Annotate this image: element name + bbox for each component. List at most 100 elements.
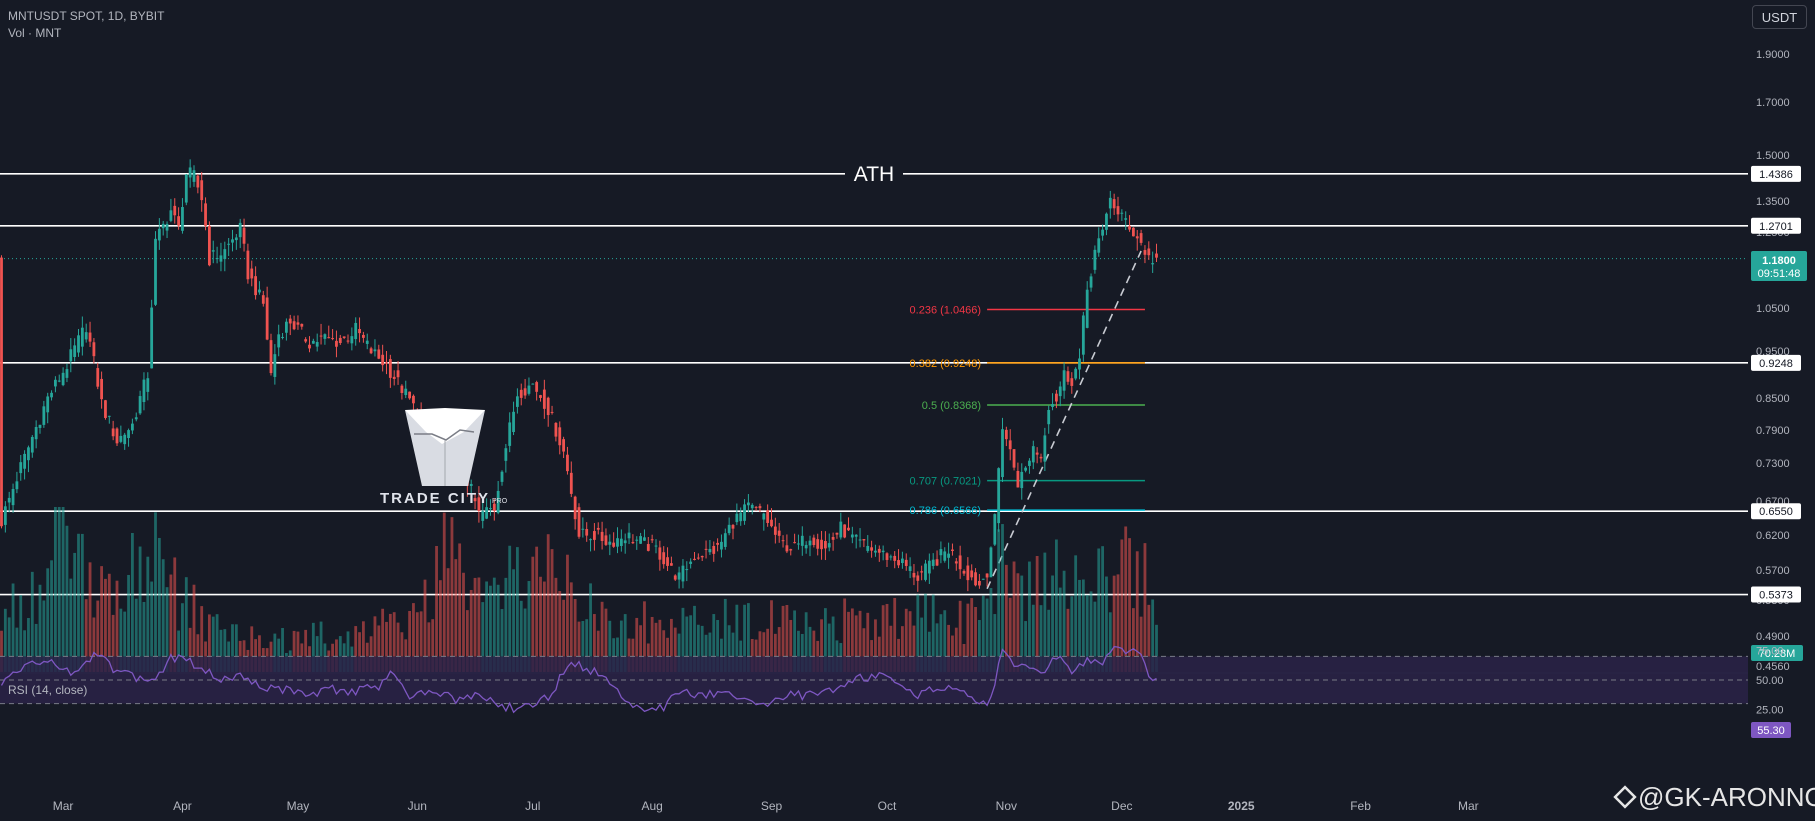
candle xyxy=(0,257,3,527)
volume-bar xyxy=(254,639,257,672)
volume-bar xyxy=(504,577,508,672)
candle xyxy=(546,397,550,416)
level-price-tag-label: 0.5373 xyxy=(1759,590,1793,602)
volume-bar xyxy=(901,626,904,672)
volume-bar xyxy=(608,620,612,672)
volume-bar xyxy=(589,583,592,672)
volume-bar xyxy=(208,614,211,672)
time-tick: Oct xyxy=(878,799,897,813)
volume-bar xyxy=(292,630,296,672)
rsi-label[interactable]: RSI (14, close) xyxy=(8,683,88,697)
volume-bar xyxy=(3,608,7,672)
candle xyxy=(111,428,115,437)
candle xyxy=(874,550,877,553)
candle xyxy=(1078,358,1081,370)
volume-bar xyxy=(585,619,589,672)
volume-bar xyxy=(766,628,770,672)
volume-bar xyxy=(354,626,358,672)
candle xyxy=(80,327,84,347)
volume-bar xyxy=(412,603,415,672)
candle xyxy=(716,542,719,545)
candle xyxy=(369,348,373,354)
candle xyxy=(593,531,596,540)
candle xyxy=(377,349,381,359)
rsi-tick: 50.00 xyxy=(1756,675,1784,687)
candle xyxy=(1051,404,1054,407)
volume-bar xyxy=(881,605,885,672)
time-tick: Sep xyxy=(761,799,783,813)
volume-bar xyxy=(797,630,800,672)
volume-bar xyxy=(61,507,65,672)
current-price-label: 1.1800 xyxy=(1762,255,1796,267)
volume-bar xyxy=(1108,612,1112,672)
rsi-pane xyxy=(0,645,1748,714)
countdown-label: 09:51:48 xyxy=(1758,268,1801,280)
candle xyxy=(516,396,519,407)
candle xyxy=(1020,471,1024,489)
volume-bar xyxy=(1031,604,1035,672)
currency-button[interactable]: USDT xyxy=(1752,5,1807,29)
rsi-value-label: 55.30 xyxy=(1757,725,1785,737)
volume-bar xyxy=(23,630,26,672)
volume-bar xyxy=(404,639,408,672)
symbol-line[interactable]: MNTUSDT SPOT, 1D, BYBIT xyxy=(8,9,165,23)
candle xyxy=(127,430,130,439)
time-tick: 2025 xyxy=(1228,799,1255,813)
volume-bar xyxy=(181,603,184,672)
volume-bar xyxy=(639,625,642,672)
candle xyxy=(1012,449,1016,468)
volume-bar xyxy=(793,610,796,672)
volume-bar xyxy=(1116,574,1120,672)
time-tick: Feb xyxy=(1350,799,1371,813)
volume-bar xyxy=(115,580,119,672)
candle xyxy=(862,539,866,541)
candle xyxy=(958,555,962,570)
volume-bar xyxy=(1132,608,1135,672)
volume-bar xyxy=(388,613,392,672)
volume-bar xyxy=(723,598,727,672)
candle xyxy=(15,481,19,490)
volume-bar xyxy=(619,620,623,672)
candle xyxy=(531,383,535,385)
candle xyxy=(1039,456,1043,459)
candle xyxy=(96,368,100,387)
candle xyxy=(292,321,296,330)
candle xyxy=(385,362,388,364)
candle xyxy=(831,536,835,540)
time-tick: Nov xyxy=(996,799,1017,813)
candle xyxy=(288,318,292,324)
candle xyxy=(319,335,323,337)
candle xyxy=(654,545,658,547)
volume-bar xyxy=(54,507,57,672)
volume-bar xyxy=(877,636,881,672)
volume-bar xyxy=(1112,575,1116,672)
author-watermark: @GK-ARONNO xyxy=(1612,782,1815,813)
candle xyxy=(566,454,569,472)
volume-line[interactable]: Vol · MNT xyxy=(8,26,62,40)
volume-bar xyxy=(0,630,3,672)
candle xyxy=(485,507,488,519)
candle xyxy=(304,339,308,342)
candle xyxy=(854,534,858,537)
volume-bar xyxy=(812,630,816,672)
candle xyxy=(296,322,300,325)
candle xyxy=(681,565,685,582)
volume-bar xyxy=(165,587,169,672)
level-price-tag-label: 0.6550 xyxy=(1759,506,1793,518)
candle xyxy=(115,428,119,444)
candle xyxy=(800,535,804,546)
volume-bar xyxy=(581,621,585,672)
candle xyxy=(1058,386,1062,397)
volume-bar xyxy=(188,627,192,672)
volume-bar xyxy=(362,621,365,672)
volume-bar xyxy=(1070,596,1074,672)
volume-bar xyxy=(897,638,900,672)
volume-bar xyxy=(762,632,766,672)
volume-bar xyxy=(296,631,300,672)
candle xyxy=(523,388,527,396)
volume-bar xyxy=(489,585,492,672)
candle xyxy=(27,447,30,461)
volume-bar xyxy=(523,608,527,672)
candle xyxy=(1139,233,1143,243)
